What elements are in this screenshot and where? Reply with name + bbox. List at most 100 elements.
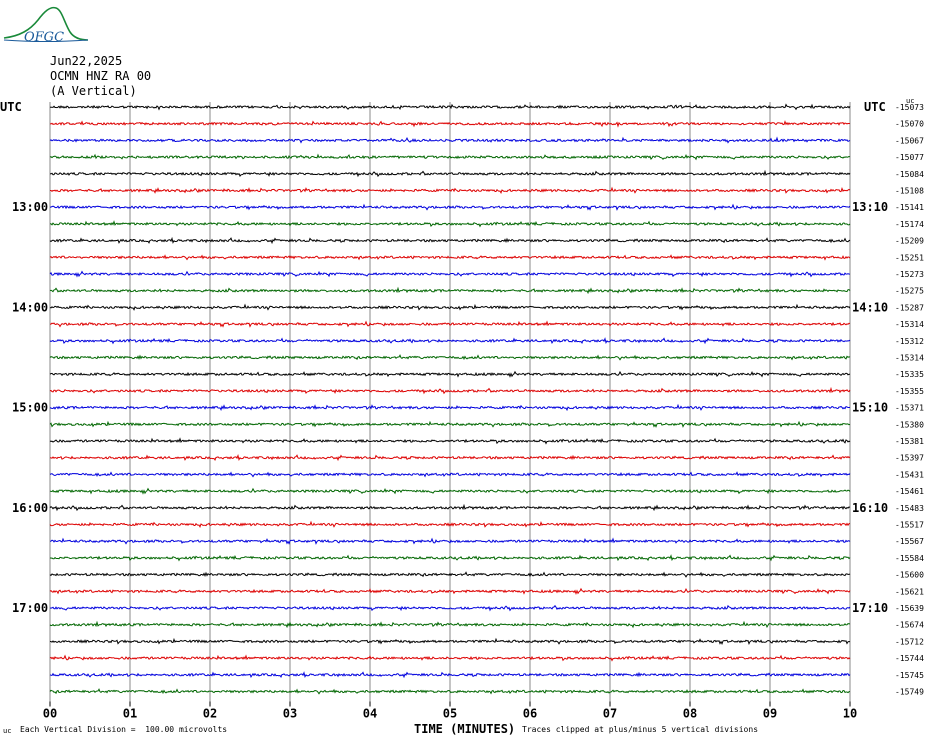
- trace-offset-label: -15461: [895, 487, 924, 496]
- trace-offset-label: -15517: [895, 521, 924, 530]
- x-tick-label: 04: [363, 707, 377, 721]
- trace-22: [49, 471, 851, 478]
- right-hour-label: 17:10: [852, 601, 888, 615]
- trace-offset-label: -15483: [895, 504, 924, 513]
- trace-12: [49, 303, 851, 311]
- trace-30: [49, 604, 851, 612]
- axis-labels: 00 01 02 03 04 05 06 07 08 09 10 -15073 -15070 -15067…: [0, 97, 924, 721]
- left-hour-label: 16:00: [12, 501, 48, 515]
- trace-4: [49, 169, 851, 178]
- x-tick-label: 08: [683, 707, 697, 721]
- trace-offset-label: -15312: [895, 337, 924, 346]
- x-axis-title: TIME (MINUTES): [414, 722, 516, 736]
- trace-offset-label: -15141: [895, 203, 924, 212]
- trace-14: [49, 337, 851, 345]
- x-tick-label: 05: [443, 707, 457, 721]
- trace-27: [49, 554, 851, 562]
- x-tick-label: 03: [283, 707, 297, 721]
- trace-offset-label: -15381: [895, 437, 924, 446]
- seismic-traces: [49, 103, 851, 695]
- trace-offset-label: -15070: [895, 120, 924, 129]
- trace-15: [49, 354, 851, 361]
- trace-offset-label: -15077: [895, 153, 924, 162]
- logo-mountain-curve: [3, 6, 89, 41]
- trace-18: [49, 403, 851, 412]
- trace-7: [49, 220, 851, 228]
- trace-26: [49, 537, 851, 545]
- x-tick-label: 10: [843, 707, 857, 721]
- trace-24: [49, 503, 851, 512]
- trace-11: [49, 286, 851, 295]
- left-hour-label: 13:00: [12, 200, 48, 214]
- trace-1: [49, 120, 851, 128]
- trace-offset-label: -15209: [895, 237, 924, 246]
- x-tick-label: 06: [523, 707, 537, 721]
- trace-offset-label: -15567: [895, 537, 924, 546]
- trace-offset-label: -15621: [895, 587, 924, 596]
- trace-6: [49, 203, 851, 211]
- component-label: (A Vertical): [50, 84, 137, 98]
- x-tick-label: 01: [123, 707, 137, 721]
- trace-16: [49, 370, 850, 378]
- trace-20: [49, 437, 851, 445]
- trace-offset-label: -15745: [895, 671, 924, 680]
- trace-28: [49, 571, 851, 578]
- left-hour-label: 14:00: [12, 300, 48, 314]
- trace-23: [49, 487, 851, 495]
- trace-offset-label: -15639: [895, 604, 924, 613]
- trace-offset-label: -15067: [895, 136, 924, 145]
- footer-marker: uc: [3, 727, 12, 735]
- trace-34: [49, 671, 851, 679]
- trace-0: [49, 103, 851, 111]
- right-hour-label: 13:10: [852, 200, 888, 214]
- trace-offset-label: -15600: [895, 571, 924, 580]
- trace-offset-label: -15314: [895, 354, 924, 363]
- left-hour-label: 17:00: [12, 601, 48, 615]
- trace-5: [50, 186, 851, 195]
- trace-offset-label: -15314: [895, 320, 924, 329]
- left-utc-label: UTC: [0, 100, 22, 114]
- trace-2: [49, 136, 851, 144]
- x-tick-label: 00: [43, 707, 57, 721]
- trace-19: [49, 420, 851, 428]
- clip-note: Traces clipped at plus/minus 5 vertical …: [522, 725, 759, 734]
- trace-31: [49, 620, 851, 629]
- trace-offset-label: -15335: [895, 370, 924, 379]
- trace-offset-label: -15584: [895, 554, 924, 563]
- right-hour-label: 15:10: [852, 401, 888, 415]
- trace-10: [49, 270, 851, 278]
- station-channel: OCMN HNZ RA 00: [50, 69, 152, 83]
- left-hour-label: 15:00: [12, 401, 48, 415]
- right-utc-label: UTC: [864, 100, 886, 114]
- trace-offset-label: -15355: [895, 387, 924, 396]
- trace-offset-label: -15287: [895, 303, 924, 312]
- trace-32: [49, 637, 851, 646]
- trace-17: [49, 386, 851, 395]
- trace-29: [49, 587, 851, 595]
- trace-25: [49, 520, 851, 529]
- x-tick-label: 09: [763, 707, 777, 721]
- trace-offset-label: -15273: [895, 270, 924, 279]
- time-grid: [49, 102, 851, 707]
- trace-13: [50, 320, 851, 328]
- trace-offset-label: -15712: [895, 637, 924, 646]
- trace-offset-label: -15371: [895, 404, 924, 413]
- x-tick-label: 07: [603, 707, 617, 721]
- trace-3: [49, 153, 851, 161]
- trace-offset-label: -15073: [895, 103, 924, 112]
- right-hour-label: 14:10: [852, 300, 888, 314]
- trace-offset-label: -15674: [895, 621, 924, 630]
- ofgc-logo: OFGC: [3, 6, 89, 45]
- x-tick-label: 02: [203, 707, 217, 721]
- trace-offset-label: -15431: [895, 470, 924, 479]
- plot-date: Jun22,2025: [50, 54, 123, 68]
- trace-35: [49, 688, 851, 695]
- trace-offset-label: -15744: [895, 654, 924, 663]
- trace-9: [49, 254, 851, 261]
- trace-21: [49, 453, 851, 462]
- trace-offset-label: -15380: [895, 420, 924, 429]
- trace-offset-label: -15397: [895, 454, 924, 463]
- trace-offset-label: -15108: [895, 187, 924, 196]
- trace-offset-label: -15251: [895, 253, 924, 262]
